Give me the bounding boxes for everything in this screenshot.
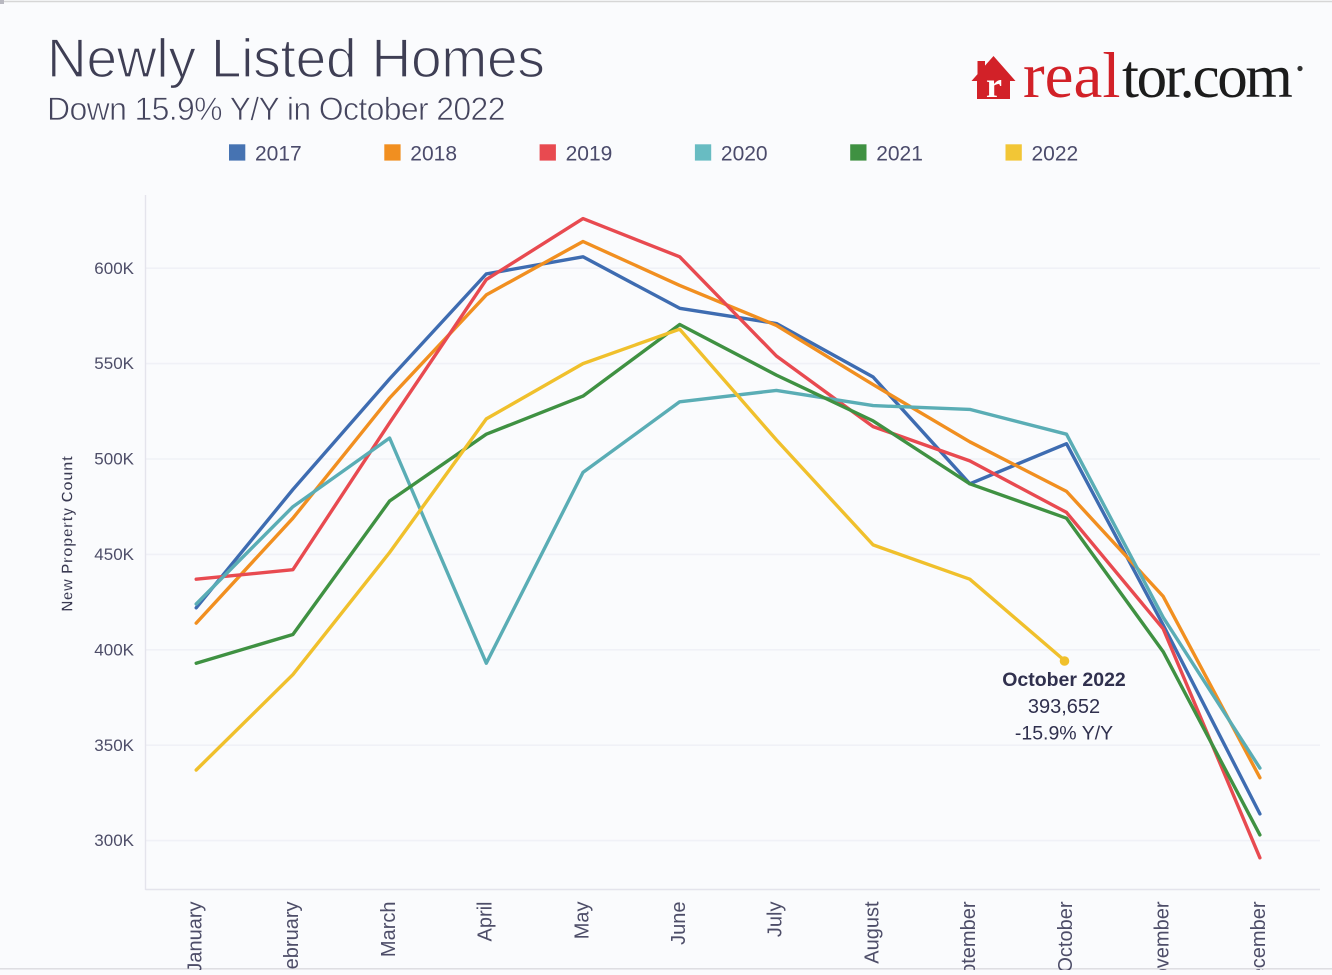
svg-text:2019: 2019	[566, 143, 613, 166]
svg-text:real: real	[1023, 40, 1120, 112]
svg-text:550K: 550K	[94, 354, 134, 373]
svg-text:April: April	[475, 902, 497, 942]
svg-text:2020: 2020	[721, 143, 768, 166]
svg-text:2022: 2022	[1032, 143, 1079, 166]
svg-text:August: August	[861, 901, 883, 964]
svg-text:r: r	[986, 65, 1002, 105]
svg-text:2021: 2021	[876, 143, 923, 166]
svg-text:-15.9% Y/Y: -15.9% Y/Y	[1015, 723, 1113, 745]
svg-text:May: May	[571, 902, 593, 940]
svg-text:600K: 600K	[94, 259, 134, 278]
svg-text:October: October	[1055, 901, 1077, 970]
svg-text:New Property Count: New Property Count	[60, 456, 77, 612]
svg-text:March: March	[378, 902, 400, 958]
svg-text:November: November	[1152, 901, 1174, 970]
svg-text:500K: 500K	[94, 450, 134, 469]
svg-text:2017: 2017	[255, 143, 302, 166]
svg-text:350K: 350K	[94, 736, 134, 755]
svg-text:450K: 450K	[94, 545, 134, 564]
svg-text:September: September	[958, 901, 980, 970]
svg-text:2018: 2018	[410, 143, 457, 166]
svg-text:tor.com: tor.com	[1122, 44, 1292, 111]
svg-text:393,652: 393,652	[1028, 696, 1100, 718]
svg-text:January: January	[185, 902, 207, 971]
svg-text:December: December	[1248, 901, 1270, 970]
svg-text:400K: 400K	[94, 640, 134, 659]
svg-text:October 2022: October 2022	[1002, 669, 1126, 691]
svg-text:Newly Listed Homes: Newly Listed Homes	[47, 27, 545, 89]
svg-text:300K: 300K	[94, 831, 134, 850]
svg-text:June: June	[668, 902, 690, 945]
svg-text:July: July	[765, 902, 787, 938]
svg-text:February: February	[281, 902, 303, 971]
svg-text:Down 15.9% Y/Y in October 2022: Down 15.9% Y/Y in October 2022	[47, 91, 505, 127]
